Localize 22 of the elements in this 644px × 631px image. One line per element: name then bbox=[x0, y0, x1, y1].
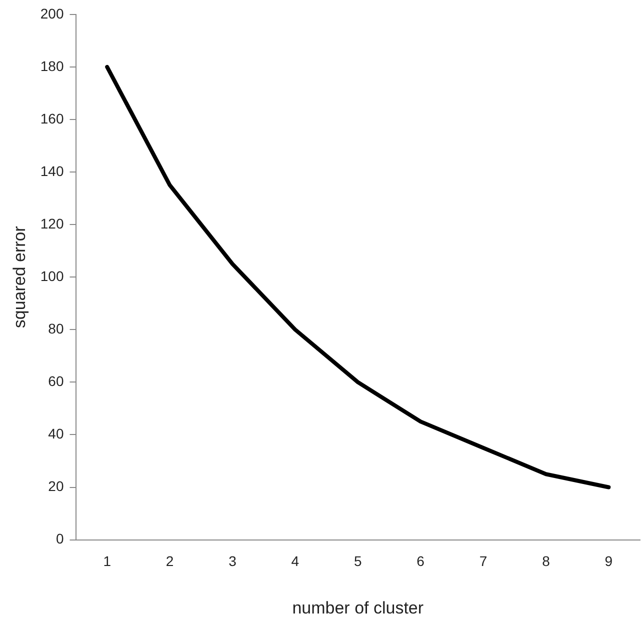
y-axis-title: squared error bbox=[10, 226, 29, 328]
x-tick-label: 2 bbox=[166, 553, 174, 570]
x-tick-label: 8 bbox=[542, 553, 550, 570]
y-tick-label: 180 bbox=[40, 58, 64, 74]
y-tick-label: 60 bbox=[48, 373, 64, 390]
x-tick-label: 9 bbox=[604, 553, 613, 570]
y-tick-label: 120 bbox=[40, 215, 64, 232]
x-tick-label: 7 bbox=[479, 553, 488, 570]
y-tick-label: 0 bbox=[56, 530, 64, 547]
x-tick-label: 5 bbox=[354, 553, 362, 570]
y-tick-label: 100 bbox=[40, 268, 64, 284]
y-tick-label: 160 bbox=[40, 110, 64, 126]
y-tick-label: 140 bbox=[40, 162, 64, 179]
x-tick-label: 4 bbox=[291, 553, 300, 570]
x-axis-title: number of cluster bbox=[292, 598, 424, 618]
x-tick-label: 3 bbox=[228, 553, 237, 570]
y-tick-label: 200 bbox=[40, 5, 64, 22]
y-tick-label: 80 bbox=[48, 320, 64, 336]
y-tick-label: 40 bbox=[48, 426, 64, 442]
x-tick-label: 6 bbox=[416, 553, 425, 570]
x-tick-label: 1 bbox=[103, 553, 112, 570]
y-tick-label: 20 bbox=[48, 478, 64, 494]
